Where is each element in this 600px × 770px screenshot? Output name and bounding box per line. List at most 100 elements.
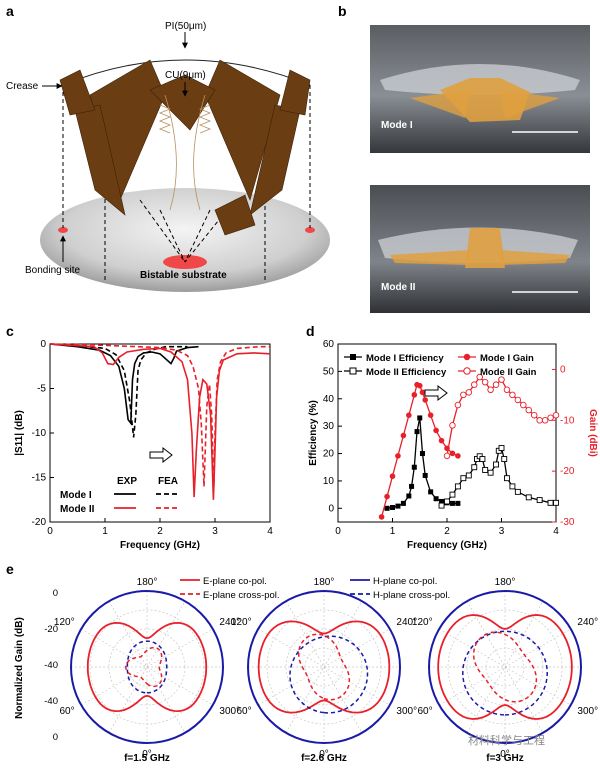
- panel-a-illustration: PI(50μm) CU(9μm) Crease Bonding site Bis…: [6, 21, 330, 292]
- marker: [509, 483, 516, 490]
- marker: [378, 514, 385, 520]
- y-tick-label: 0: [328, 503, 334, 514]
- panel-letter-c: c: [6, 323, 14, 339]
- angle-label: 240°: [219, 617, 240, 628]
- polar-caption-1: f=1.5 GHz: [124, 753, 170, 764]
- chart-d-xlabel: Frequency (GHz): [407, 540, 487, 551]
- h-plane-cross-pol: [289, 635, 369, 714]
- x-tick-label: 4: [267, 526, 273, 537]
- marker: [395, 453, 401, 459]
- marker: [514, 488, 521, 495]
- chart-c-lines: [49, 343, 271, 500]
- polar-caption-2: f=2.6 GHz: [301, 753, 347, 764]
- marker: [443, 452, 451, 460]
- marker: [444, 498, 450, 505]
- marker: [449, 491, 456, 498]
- chart-d-legend: Mode I Efficiency Mode II Efficiency Mod…: [344, 353, 537, 378]
- marker: [487, 386, 494, 394]
- y-tick-label: 20: [323, 449, 335, 460]
- grid-spoke: [466, 601, 544, 733]
- marker: [503, 386, 511, 394]
- marker: [455, 500, 461, 506]
- e-plane-cross-pol: [125, 646, 163, 688]
- marker: [479, 456, 486, 462]
- series-line-0: [49, 343, 199, 426]
- label-bistable-substrate: Bistable substrate: [140, 270, 227, 281]
- e-plane-co-pol: [86, 621, 208, 713]
- bonding-site-left: [58, 227, 68, 233]
- x-tick-label: 2: [157, 526, 163, 537]
- cu-meander: [158, 94, 212, 211]
- y-tick-label: -10: [32, 428, 47, 439]
- marker: [400, 500, 406, 506]
- chart-c-arrow: [149, 446, 173, 464]
- h-plane-cross-pol: [126, 640, 168, 694]
- legend-mode2-gain: Mode II Gain: [480, 367, 537, 378]
- legend-e-cross: E-plane cross-pol.: [203, 590, 280, 601]
- pi-petals: [59, 59, 311, 236]
- polar-plot-3: 180° 0° 240° 300° 120° 60°: [412, 577, 598, 760]
- marker: [428, 489, 434, 495]
- angle-label: 300°: [219, 706, 240, 717]
- angle-label: 60°: [236, 706, 251, 717]
- marker: [409, 483, 415, 489]
- marker: [536, 497, 543, 504]
- marker: [460, 475, 467, 482]
- marker: [416, 382, 423, 389]
- angle-label: 60°: [417, 706, 432, 717]
- marker: [449, 500, 455, 506]
- marker: [433, 496, 439, 502]
- marker: [525, 494, 532, 501]
- chart-c-ticks: 0 1 2 3 4 0 -5 -10 -15 -20: [32, 339, 274, 537]
- legend-mode1-gain: Mode I Gain: [480, 353, 534, 364]
- chart-c-xlabel: Frequency (GHz): [120, 540, 200, 551]
- polar-r-ticks: 0 -20 -40 -40 0: [44, 588, 58, 743]
- marker: [384, 505, 390, 511]
- angle-label: 240°: [396, 617, 417, 628]
- y2-tick-label: -30: [560, 517, 575, 528]
- h-plane-cross-pol: [462, 630, 548, 716]
- marker: [481, 378, 489, 386]
- marker: [454, 483, 461, 490]
- marker: [498, 445, 505, 452]
- marker: [439, 498, 445, 504]
- marker: [525, 406, 533, 414]
- marker: [471, 381, 478, 388]
- marker: [553, 499, 559, 506]
- angle-label: 60°: [59, 706, 74, 717]
- panel-b-photos: Mode I Mode II: [370, 25, 590, 313]
- marker: [419, 451, 425, 457]
- chart-d-lines: [378, 373, 560, 520]
- marker: [541, 417, 549, 424]
- angle-label: 180°: [495, 577, 516, 588]
- marker: [454, 401, 462, 409]
- label-cu: CU(9μm): [165, 70, 206, 81]
- marker: [493, 461, 499, 468]
- marker: [395, 503, 401, 509]
- e-plane-cross-pol: [297, 633, 351, 701]
- marker: [455, 453, 461, 459]
- legend-fea: FEA: [158, 476, 178, 487]
- angle-label: 180°: [314, 577, 335, 588]
- marker: [414, 429, 420, 435]
- legend-e-co: E-plane co-pol.: [203, 576, 267, 587]
- series-line-2: [49, 343, 271, 500]
- marker: [384, 493, 390, 500]
- marker: [547, 414, 554, 421]
- marker: [427, 412, 434, 419]
- y-tick-label: 0: [40, 339, 46, 350]
- x-tick-label: 0: [47, 526, 53, 537]
- angle-label: 120°: [231, 617, 252, 628]
- x-tick-label: 3: [499, 526, 505, 537]
- x-tick-label: 0: [335, 526, 341, 537]
- e-plane-co-pol: [437, 614, 573, 720]
- series-line-3: [49, 343, 270, 487]
- label-pi: PI(50μm): [165, 21, 206, 32]
- watermark: 材料科学与工程: [468, 733, 545, 747]
- polar-plot-2: 180° 0° 240° 300° 120° 60°: [231, 577, 417, 760]
- r-tick-0-top: 0: [53, 588, 58, 599]
- angle-label: 0°: [142, 749, 152, 760]
- y2-tick-label: -10: [560, 415, 575, 426]
- marker: [471, 464, 478, 471]
